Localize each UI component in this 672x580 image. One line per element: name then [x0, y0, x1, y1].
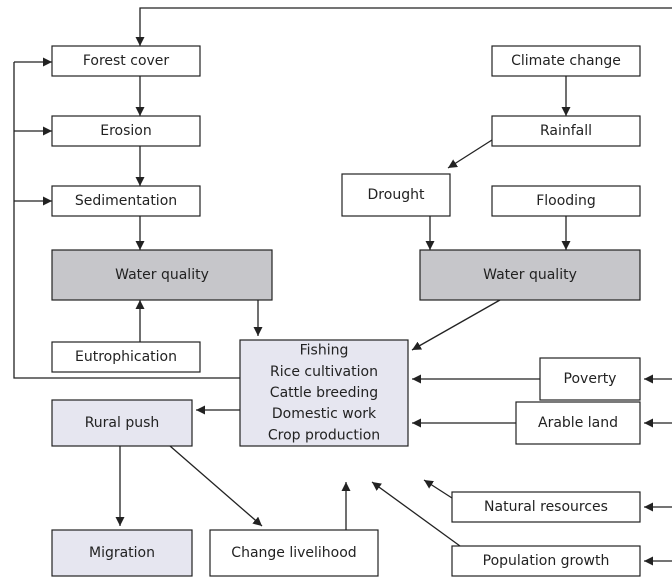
node-box [341, 173, 451, 217]
node: Rural push [51, 399, 193, 447]
node-box [491, 115, 641, 147]
node-box [539, 357, 641, 401]
arrows [13, 7, 672, 566]
node-box [51, 115, 201, 147]
node-box [491, 45, 641, 77]
node: Poverty [539, 357, 641, 401]
node-box [51, 249, 273, 301]
node-box [419, 249, 641, 301]
node-box [451, 491, 641, 523]
node: Arable land [515, 401, 641, 445]
node-label: Rural push [85, 415, 160, 431]
arrow [371, 481, 461, 547]
node-line: Cattle breeding [270, 385, 378, 401]
node-label: Climate change [511, 53, 621, 69]
node: Migration [51, 529, 193, 577]
node-box [51, 45, 201, 77]
node: Eutrophication [51, 341, 201, 373]
node: Water quality [419, 249, 641, 301]
node-line: Domestic work [272, 406, 377, 422]
node: Change livelihood [209, 529, 379, 577]
node: Forest cover [51, 45, 201, 77]
node-label: Flooding [536, 193, 596, 209]
node-label: Forest cover [83, 53, 170, 69]
node: Erosion [51, 115, 201, 147]
arrow [135, 7, 672, 46]
node-label: Change livelihood [231, 545, 356, 561]
node-box [51, 399, 193, 447]
node-box [51, 185, 201, 217]
node: Rainfall [491, 115, 641, 147]
node-box [515, 401, 641, 445]
node-box [491, 185, 641, 217]
node-box [51, 529, 193, 577]
node-box [209, 529, 379, 577]
arrow [13, 62, 240, 379]
node: Drought [341, 173, 451, 217]
node-box [51, 341, 201, 373]
node-label: Eutrophication [75, 349, 177, 365]
node-label: Rainfall [540, 123, 592, 139]
node-label: Poverty [564, 371, 617, 387]
arrow [411, 299, 501, 351]
node-line: Fishing [300, 343, 349, 359]
node-label: Migration [89, 545, 155, 561]
node: Climate change [491, 45, 641, 77]
node-label: Water quality [483, 267, 577, 283]
node-label: Natural resources [484, 499, 608, 515]
node-label: Sedimentation [75, 193, 177, 209]
arrow [423, 479, 453, 499]
node-label: Water quality [115, 267, 209, 283]
node-box [451, 545, 641, 577]
node: Population growth [451, 545, 641, 577]
node: Water quality [51, 249, 273, 301]
node: Fishing Rice cultivation Cattle breeding Do… [239, 339, 409, 447]
node-box [239, 339, 409, 447]
node-label: Drought [368, 187, 425, 203]
node: Flooding [491, 185, 641, 217]
node-line: Rice cultivation [270, 364, 378, 380]
node-label: Arable land [538, 415, 618, 431]
node-line: Crop production [268, 427, 380, 443]
node-label: Population growth [483, 553, 610, 569]
node: Sedimentation [51, 185, 201, 217]
node: Natural resources [451, 491, 641, 523]
node-label: Erosion [100, 123, 151, 139]
arrow [447, 139, 493, 169]
arrow [169, 445, 263, 527]
